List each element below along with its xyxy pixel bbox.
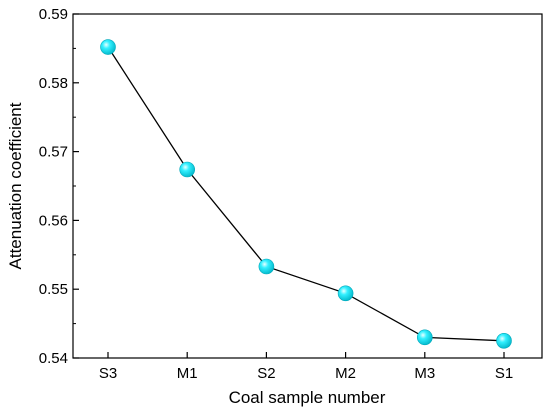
data-point-m2: [337, 285, 354, 302]
x-tick-label: S1: [495, 365, 513, 382]
x-tick-label: M3: [414, 365, 435, 382]
x-tick-label: S3: [99, 365, 117, 382]
x-tick-label: S2: [257, 365, 275, 382]
data-point-m3: [416, 329, 433, 346]
x-axis-title: Coal sample number: [229, 388, 386, 407]
y-tick-label: 0.59: [39, 6, 68, 23]
series-line: [107, 46, 505, 342]
y-tick-label: 0.55: [39, 281, 68, 298]
x-tick-label: M1: [177, 365, 198, 382]
data-point-s3: [100, 39, 116, 55]
y-tick-label: 0.58: [39, 75, 68, 92]
y-axis-title: Attenuation coefficient: [6, 102, 25, 269]
y-tick-label: 0.57: [39, 144, 68, 161]
x-tick-label: M2: [335, 365, 356, 382]
y-axis: 0.54 0.55 0.56 0.57 0.58 0.59: [39, 6, 79, 367]
data-point-s2: [258, 258, 275, 275]
y-tick-label: 0.54: [39, 350, 68, 367]
data-point-m1: [179, 161, 195, 178]
plot-frame: [72, 13, 543, 359]
series-points: [100, 39, 512, 349]
y-tick-label: 0.56: [39, 212, 68, 229]
x-axis: S3 M1 S2 M2 M3 S1: [99, 352, 513, 382]
data-point-s1: [496, 332, 512, 349]
